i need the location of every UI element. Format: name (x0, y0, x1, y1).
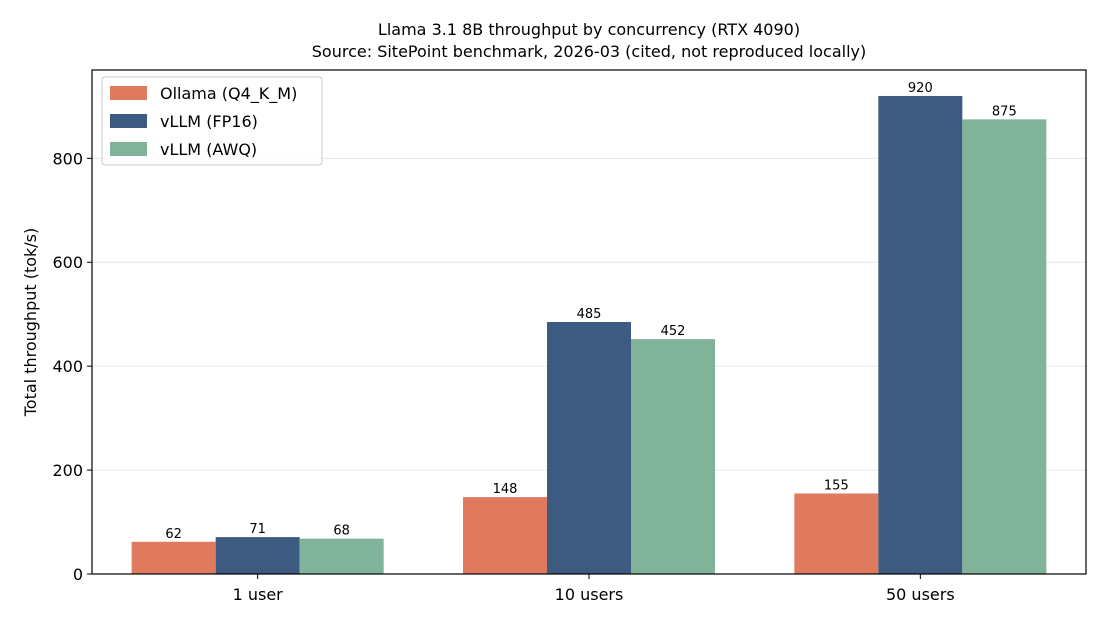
x-tick-label: 1 user (233, 585, 284, 604)
bar (131, 541, 216, 574)
bars (131, 95, 1047, 575)
bar (215, 537, 300, 574)
bar (463, 497, 547, 574)
bar-value-label: 155 (824, 478, 849, 493)
bar-value-label: 71 (249, 522, 266, 537)
bar (547, 322, 631, 574)
bar (631, 339, 715, 574)
bar-value-label: 452 (661, 324, 686, 339)
bar-value-label: 62 (165, 527, 182, 542)
y-axis-label: Total throughput (tok/s) (21, 228, 40, 418)
y-tick-label: 200 (52, 461, 83, 480)
bar-value-label: 920 (908, 81, 933, 96)
bar (794, 493, 879, 574)
y-tick-label: 400 (52, 357, 83, 376)
y-tick-label: 800 (52, 149, 83, 168)
legend-box (101, 76, 323, 166)
y-tick-label: 600 (52, 253, 83, 272)
bar-value-label: 68 (333, 524, 350, 539)
legend-label: vLLM (FP16) (160, 112, 258, 131)
legend-swatch (110, 86, 147, 100)
x-axis: 1 user 10 users 50 users (233, 574, 955, 604)
x-tick-label: 50 users (886, 585, 955, 604)
x-tick-label: 10 users (555, 585, 624, 604)
bar-value-label: 485 (577, 307, 602, 322)
legend-label: vLLM (AWQ) (160, 140, 257, 159)
chart-title: Llama 3.1 8B throughput by concurrency (… (378, 20, 800, 39)
y-tick-label: 0 (73, 565, 83, 584)
bar-value-label: 875 (992, 104, 1017, 119)
data-labels: 62 71 68 148 485 452 155 920 875 (165, 81, 1016, 542)
bar-value-label: 148 (493, 482, 518, 497)
legend-label: Ollama (Q4_K_M) (160, 84, 297, 104)
legend-swatch (110, 142, 147, 156)
bar (299, 538, 384, 574)
bar (878, 95, 963, 575)
legend-swatch (110, 114, 147, 128)
y-axis: 0 200 400 600 800 (52, 149, 92, 584)
bar (962, 119, 1047, 574)
legend: Ollama (Q4_K_M) vLLM (FP16) vLLM (AWQ) (101, 76, 323, 166)
chart-subtitle: Source: SitePoint benchmark, 2026-03 (ci… (312, 42, 866, 61)
